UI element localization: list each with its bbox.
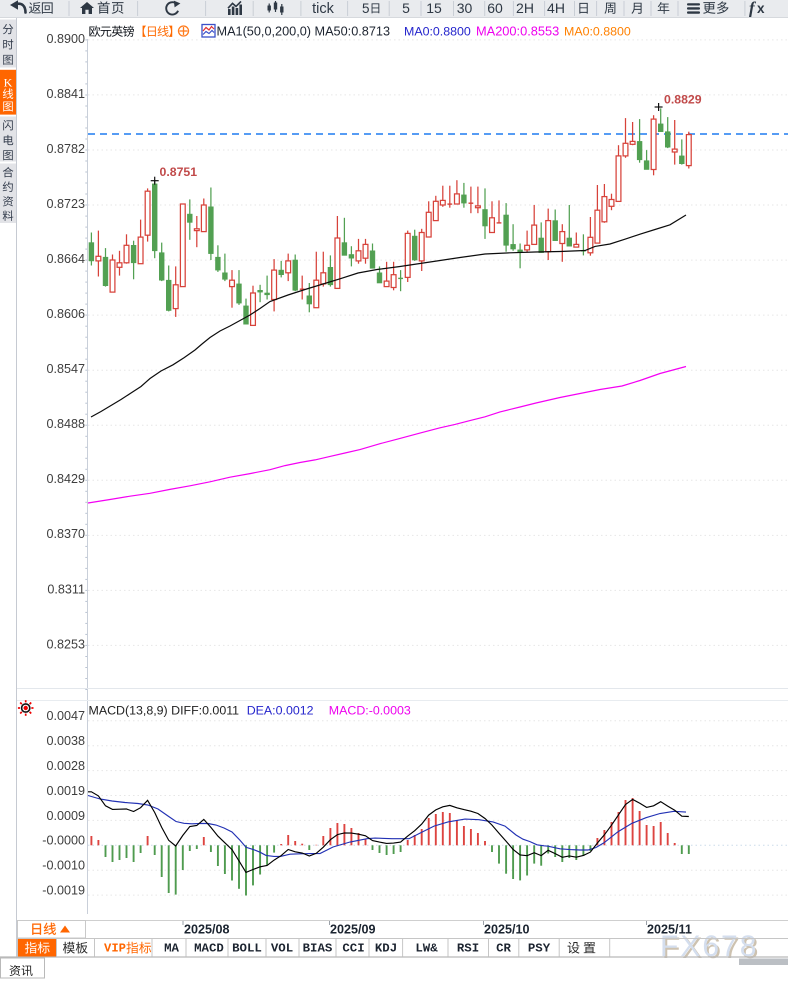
svg-text:0.0047: 0.0047 [46, 709, 85, 723]
svg-text:15: 15 [426, 0, 442, 16]
svg-text:BIAS: BIAS [303, 942, 333, 956]
svg-text:0.0019: 0.0019 [46, 784, 85, 798]
svg-text:0.8723: 0.8723 [46, 197, 85, 211]
svg-text:0.0009: 0.0009 [46, 809, 85, 823]
svg-text:MA200:0.8553: MA200:0.8553 [476, 24, 559, 39]
svg-text:VOL: VOL [271, 942, 293, 956]
svg-text:K: K [4, 76, 13, 90]
svg-text:4H: 4H [547, 0, 565, 16]
svg-text:0.0028: 0.0028 [46, 759, 85, 773]
svg-text:60: 60 [487, 0, 503, 16]
svg-text:VIP: VIP [104, 942, 126, 956]
svg-text:30: 30 [457, 0, 473, 16]
svg-text:f: f [749, 0, 757, 18]
svg-text:0.8782: 0.8782 [46, 142, 85, 156]
svg-text:MACD: MACD [194, 942, 224, 956]
svg-text:0.8841: 0.8841 [46, 87, 85, 101]
svg-text:MA1(50,0,200,0) MA50:0.8713: MA1(50,0,200,0) MA50:0.8713 [217, 25, 391, 39]
svg-text:KDJ: KDJ [375, 942, 397, 956]
svg-text:MA: MA [164, 942, 179, 956]
svg-text:2025/08: 2025/08 [184, 923, 230, 937]
svg-text:BOLL: BOLL [232, 942, 262, 956]
svg-text:MACD:-0.0003: MACD:-0.0003 [329, 704, 411, 718]
svg-text:2025/09: 2025/09 [330, 923, 376, 937]
svg-text:-0.0000: -0.0000 [42, 834, 85, 848]
svg-text:0.8253: 0.8253 [46, 637, 85, 651]
svg-text:5: 5 [362, 1, 370, 16]
svg-text:0.0038: 0.0038 [46, 734, 85, 748]
svg-text:MACD(13,8,9) DIFF:0.0011: MACD(13,8,9) DIFF:0.0011 [89, 704, 240, 718]
svg-text:2H: 2H [516, 0, 534, 16]
svg-text:-0.0010: -0.0010 [42, 859, 85, 873]
svg-text:-0.0019: -0.0019 [42, 884, 85, 898]
svg-text:x: x [757, 1, 765, 16]
svg-text:tick: tick [312, 1, 335, 17]
svg-text:0.8829: 0.8829 [664, 93, 702, 107]
svg-text:2025/11: 2025/11 [647, 923, 692, 937]
svg-text:5: 5 [402, 0, 410, 16]
svg-text:0.8311: 0.8311 [47, 582, 85, 596]
svg-text:MA0:0.8800: MA0:0.8800 [564, 25, 631, 39]
svg-text:RSI: RSI [457, 942, 479, 956]
svg-text:MA0:0.8800: MA0:0.8800 [404, 25, 471, 39]
svg-text:2025/10: 2025/10 [484, 923, 530, 937]
svg-text:PSY: PSY [528, 942, 551, 956]
svg-text:0.8900: 0.8900 [46, 32, 85, 46]
svg-text:0.8488: 0.8488 [46, 417, 85, 431]
svg-text:FX678: FX678 [660, 930, 758, 963]
svg-text:0.8664: 0.8664 [46, 252, 85, 266]
svg-text:DEA:0.0012: DEA:0.0012 [247, 704, 314, 718]
svg-text:CCI: CCI [342, 942, 364, 956]
svg-text:0.8429: 0.8429 [46, 472, 85, 486]
svg-text:0.8606: 0.8606 [46, 307, 85, 321]
svg-text:0.8547: 0.8547 [46, 362, 85, 376]
svg-text:0.8751: 0.8751 [160, 165, 198, 179]
svg-text:LW&: LW& [415, 942, 438, 956]
svg-text:0.8370: 0.8370 [46, 527, 85, 541]
svg-text:CR: CR [496, 942, 511, 956]
